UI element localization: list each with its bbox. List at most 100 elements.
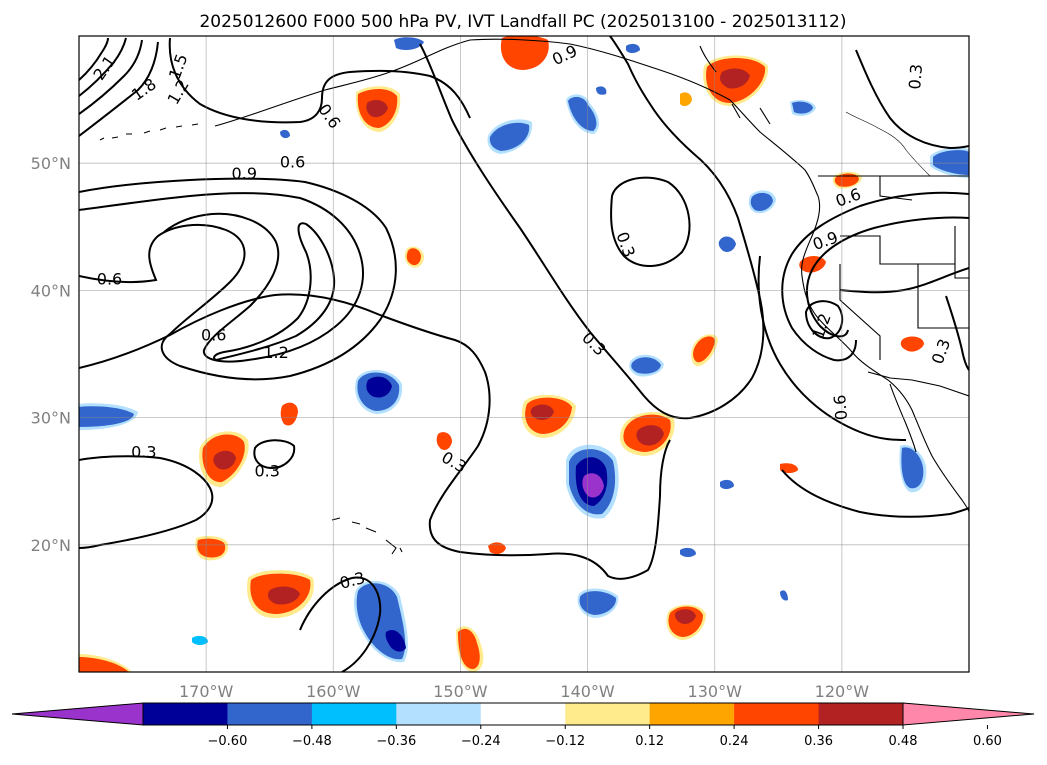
negative-anomaly-blob	[394, 37, 424, 50]
pv-contour-0.3-far-east	[945, 295, 969, 371]
contour-label: 0.6	[280, 152, 305, 171]
lat-tick-label: 20°N	[31, 536, 71, 555]
north-america-west-coast	[801, 195, 969, 513]
contour-label: 0.3	[254, 462, 279, 481]
colorbar-segment	[480, 703, 566, 725]
colorbar-tick-label: 0.12	[635, 734, 664, 749]
positive-anomaly-blob	[680, 92, 692, 107]
lon-tick-label: 120°W	[815, 682, 870, 701]
colorbar-tick-label: −0.36	[376, 734, 416, 749]
negative-anomaly-blob	[899, 444, 927, 493]
negative-anomaly-blob	[720, 479, 734, 489]
colorbar-tick-label: 0.60	[973, 734, 1002, 749]
positive-anomaly-blob	[488, 542, 506, 555]
positive-anomaly-blob	[620, 412, 675, 456]
aleutian-islands	[99, 123, 199, 141]
colorbar-segment	[396, 703, 482, 725]
lat-tick-label: 30°N	[31, 409, 71, 428]
figure-title: 2025012600 F000 500 hPa PV, IVT Landfall…	[199, 12, 846, 32]
colorbar-tick-label: 0.36	[804, 734, 833, 749]
inland-borders	[845, 111, 931, 177]
pv-contour-0.3-west	[79, 293, 671, 580]
contour-label: 0.3	[905, 63, 926, 90]
colorbar-segment	[649, 703, 735, 725]
pv-contour-1.5-north	[79, 37, 127, 97]
positive-anomaly-blob	[199, 431, 249, 488]
hawaiian-islands	[331, 517, 403, 555]
positive-anomaly-blob	[780, 463, 798, 473]
lat-tick-label: 40°N	[31, 281, 71, 300]
negative-anomaly-blob	[629, 354, 664, 377]
pv-contour-0.6-east	[781, 191, 969, 362]
colorbar-segment	[143, 703, 228, 725]
pv-contour-0.3-central	[419, 36, 765, 420]
positive-anomaly-blob	[703, 55, 769, 106]
gridlines	[79, 36, 969, 672]
colorbar: −0.60 −0.48 −0.36 −0.24 −0.12 0.12 0.24 0.36 0.4…	[11, 702, 1035, 749]
colorbar-extend-high	[902, 702, 1035, 726]
positive-anomaly-blob	[79, 654, 132, 672]
negative-anomaly-blob	[354, 580, 408, 663]
colorbar-tick-label: −0.48	[292, 734, 332, 749]
negative-anomaly-blob	[780, 590, 788, 601]
colorbar-segment	[311, 703, 397, 725]
colorbar-tick-label: −0.24	[461, 734, 501, 749]
pv-contour-1.8-north	[79, 37, 109, 81]
positive-anomaly-blob	[666, 604, 706, 640]
lon-tick-label: 150°W	[433, 682, 488, 701]
map-frame	[78, 35, 970, 673]
positive-anomaly-blob	[436, 432, 452, 450]
contour-label: 0.6	[97, 269, 122, 288]
pv-contour-0.9-north	[79, 41, 159, 137]
pv-contour-0.3-lower	[299, 576, 382, 672]
state-borders	[839, 176, 969, 360]
map-layers	[79, 36, 969, 672]
negative-anomaly-blob	[355, 369, 403, 414]
pv-contour-0.3-loop	[253, 439, 296, 470]
pv-contour-1.2-jet	[213, 222, 336, 362]
colorbar-extend-low	[11, 702, 144, 726]
lon-tick-label: 140°W	[560, 682, 615, 701]
contour-label: 0.3	[131, 442, 156, 461]
positive-anomaly-blob	[501, 36, 549, 70]
negative-anomaly-blob	[487, 119, 533, 154]
positive-anomaly-blob	[900, 336, 924, 352]
positive-anomaly-blob	[247, 570, 315, 619]
contour-label: 1.2	[263, 343, 288, 362]
lon-tick-label: 160°W	[306, 682, 361, 701]
negative-anomaly-blob	[566, 444, 619, 519]
pv-contour-1.2-north	[79, 39, 143, 115]
tick-labels: 170°W 160°W 150°W 140°W 130°W 120°W 20°N 30°N 40…	[31, 154, 870, 701]
negative-anomaly-blob	[790, 100, 816, 116]
negative-anomaly-blob	[280, 129, 290, 139]
colorbar-segment	[565, 703, 651, 725]
negative-anomaly-blob	[930, 147, 969, 178]
negative-anomaly-blob	[748, 190, 776, 214]
pv-contour-0.6-north	[168, 37, 471, 124]
colorbar-segment	[734, 703, 820, 725]
contour-label: 0.6	[201, 325, 226, 344]
colorbar-tick-label: −0.60	[208, 734, 248, 749]
pv-contour-0.6-ne	[855, 49, 969, 150]
colorbar-tick-label: 0.24	[720, 734, 749, 749]
lon-tick-label: 170°W	[179, 682, 234, 701]
negative-anomaly-blob	[192, 635, 208, 645]
pv-contour-0.6-south-east	[757, 255, 907, 441]
lon-tick-label: 130°W	[688, 682, 743, 701]
pv-shading	[79, 36, 969, 672]
pv-contour-0.3-far-se	[781, 469, 969, 518]
negative-anomaly-blob	[718, 236, 736, 252]
colorbar-segment	[818, 703, 904, 725]
positive-anomaly-blob	[521, 394, 576, 438]
contour-label: 0.9	[232, 164, 257, 183]
pv-contour-0.9	[79, 192, 364, 363]
negative-anomaly-blob	[79, 403, 138, 430]
positive-anomaly-blob	[195, 536, 229, 561]
us-mexico-border	[867, 371, 969, 397]
contour-label: 0.6	[830, 394, 851, 421]
negative-anomaly-blob	[680, 547, 696, 557]
pv-contour-0.9-east	[805, 216, 969, 338]
positive-anomaly-blob	[355, 86, 401, 132]
negative-anomaly-blob	[626, 43, 640, 53]
colorbar-tick-label: 0.48	[889, 734, 918, 749]
